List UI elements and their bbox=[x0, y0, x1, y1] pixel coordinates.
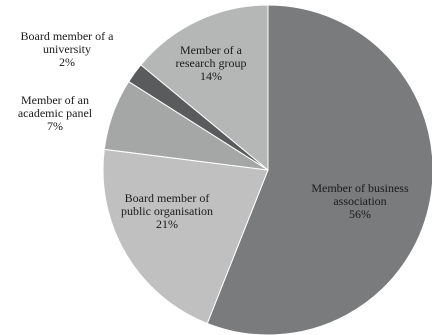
pie-slice-2 bbox=[102, 148, 269, 325]
slice-label-line: Board member of bbox=[125, 191, 210, 205]
slice-label-2: Board member of public organisation 21% bbox=[121, 191, 213, 231]
pie-slice-1 bbox=[206, 4, 432, 335]
slice-label-line: 2% bbox=[59, 55, 75, 69]
slice-label-line: Member of business bbox=[311, 181, 409, 195]
slice-label-line: 14% bbox=[200, 69, 222, 83]
slice-label-line: public organisation bbox=[121, 204, 213, 218]
slice-label-3: Member of an academic panel 7% bbox=[18, 93, 93, 133]
slice-label-1: Member of business association 56% bbox=[311, 181, 409, 221]
slice-label-line: academic panel bbox=[18, 106, 93, 120]
slice-label-line: university bbox=[43, 42, 91, 56]
slice-label-line: Board member of a bbox=[21, 29, 115, 43]
slice-label-5: Member of a research group 14% bbox=[176, 43, 247, 83]
slice-label-line: 56% bbox=[349, 207, 371, 221]
slice-label-line: association bbox=[333, 194, 386, 208]
slice-label-line: Member of a bbox=[180, 43, 243, 57]
slice-label-line: Member of an bbox=[21, 93, 89, 107]
slice-label-line: 21% bbox=[156, 217, 178, 231]
slice-label-line: research group bbox=[176, 56, 247, 70]
pie-slice-5 bbox=[140, 4, 269, 172]
slice-label-line: 7% bbox=[47, 119, 63, 133]
slice-label-4: Board member of a university 2% bbox=[21, 29, 115, 69]
